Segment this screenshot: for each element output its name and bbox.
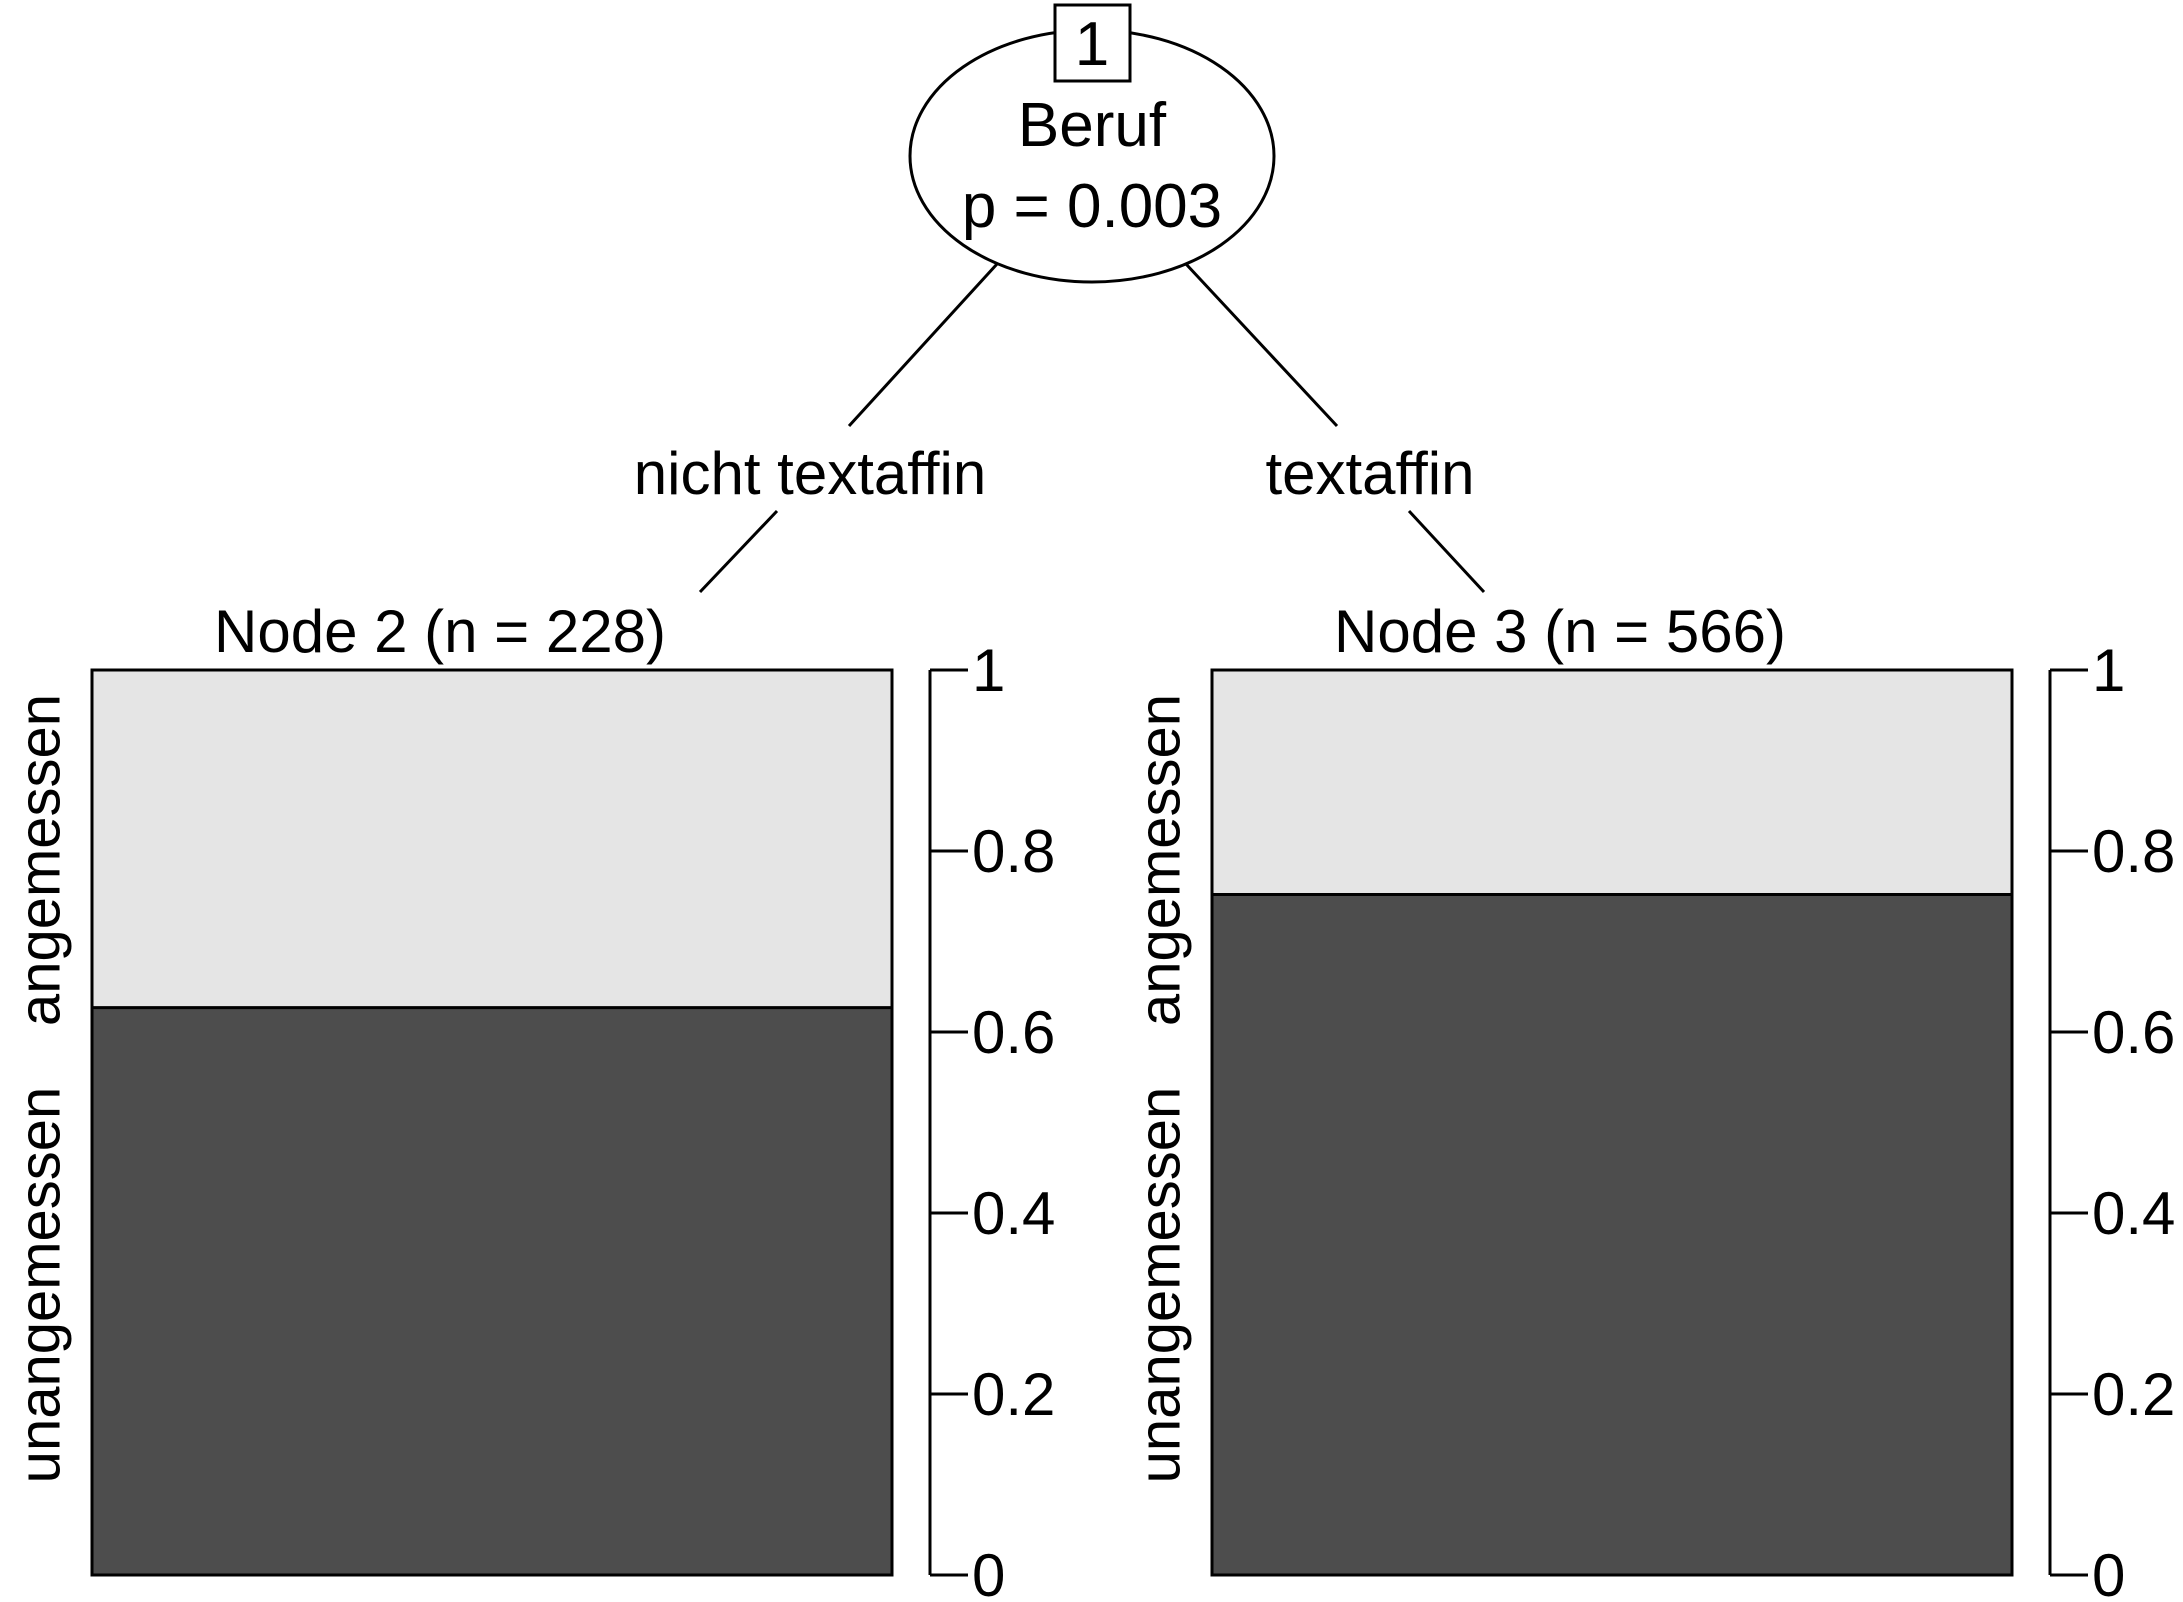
y-tick-label-node-3: 0.6 — [2092, 999, 2175, 1066]
bar-frame-node-2 — [90, 668, 894, 1577]
y-tick-label-node-2: 0.2 — [972, 1361, 1055, 1428]
edge-right-line-upper — [1184, 262, 1339, 428]
root-node-pvalue: p = 0.003 — [962, 172, 1222, 241]
bar-segment-unangemessen-node-2 — [92, 1007, 892, 1575]
edge-right-line-lower — [1407, 509, 1486, 594]
root-node-id-box — [1053, 3, 1132, 83]
bar-frame-node-3 — [1210, 668, 2014, 1577]
class-label-angemessen-node-2: angemessen — [7, 694, 72, 1026]
y-tick-label-node-3: 0.2 — [2092, 1361, 2175, 1428]
y-tick-label-node-2: 0.8 — [972, 818, 1055, 885]
leaf-node-3: Node 3 (n = 566) 0 0.2 0.4 0.6 0.8 1 angemessen… — [1127, 598, 2175, 1602]
edge-left: nicht textaffin — [634, 262, 999, 594]
class-label-unangemessen-node-3: unangemessen — [1127, 1087, 1192, 1484]
edge-left-line-lower — [698, 509, 779, 594]
y-tick-label-node-3: 0.4 — [2092, 1180, 2175, 1247]
bar-segment-unangemessen-node-3 — [1212, 894, 2012, 1575]
leaf-node-2: Node 2 (n = 228) 0 0.2 0.4 0.6 0.8 1 angemessen… — [7, 598, 1055, 1602]
bar-segment-angemessen-node-2 — [92, 670, 892, 1008]
y-tick-label-node-2: 0.4 — [972, 1180, 1055, 1247]
y-tick-label-node-3: 0.8 — [2092, 818, 2175, 885]
y-tick-label-node-3: 1 — [2092, 637, 2125, 704]
y-tick-label-node-2: 1 — [972, 637, 1005, 704]
edge-left-line-upper — [847, 262, 999, 428]
bar-segment-angemessen-node-3 — [1212, 670, 2012, 895]
y-tick-label-node-3: 0 — [2092, 1542, 2125, 1602]
y-tick-label-node-2: 0.6 — [972, 999, 1055, 1066]
leaf-node-2-title: Node 2 (n = 228) — [214, 598, 666, 665]
edge-left-label: nicht textaffin — [634, 440, 986, 507]
leaf-node-3-title: Node 3 (n = 566) — [1334, 598, 1786, 665]
y-tick-label-node-2: 0 — [972, 1542, 1005, 1602]
root-node-id: 1 — [1075, 10, 1109, 79]
root-node-variable: Beruf — [1018, 91, 1167, 160]
root-node: 1 Beruf p = 0.003 — [908, 3, 1276, 284]
edge-right: textaffin — [1184, 262, 1486, 594]
class-label-unangemessen-node-2: unangemessen — [7, 1087, 72, 1484]
class-label-angemessen-node-3: angemessen — [1127, 694, 1192, 1026]
edge-right-label: textaffin — [1265, 440, 1474, 507]
